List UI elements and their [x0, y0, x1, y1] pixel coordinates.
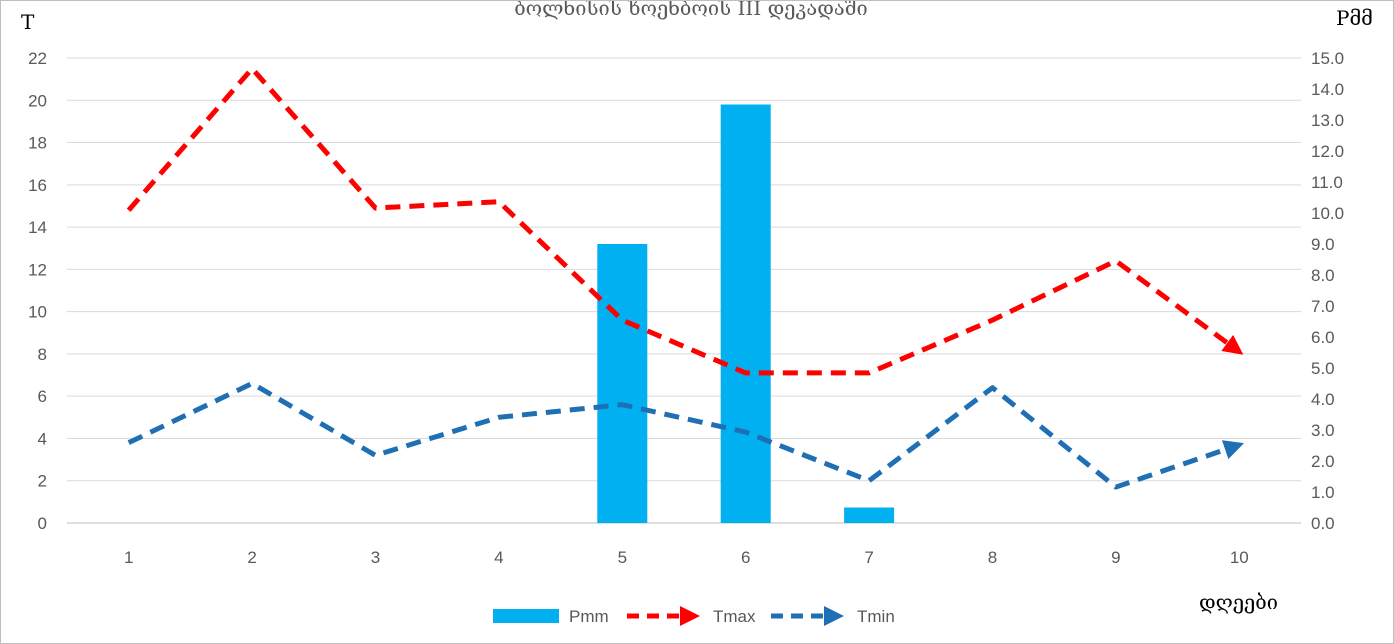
x-tick-label: 8 — [988, 548, 997, 567]
y-right-tick-label: 9.0 — [1311, 235, 1335, 254]
y-right-tick-label: 2.0 — [1311, 452, 1335, 471]
x-tick-label: 1 — [124, 548, 133, 567]
y-left-tick-label: 20 — [28, 91, 47, 110]
x-tick-label: 5 — [618, 548, 627, 567]
chart-title: ბოლნისის ხოენბოის III დეკადაში — [514, 1, 868, 20]
x-axis-ticks: 1 2 3 4 5 6 7 8 9 10 — [124, 548, 1249, 567]
y-right-tick-label: 4.0 — [1311, 390, 1335, 409]
y-left-tick-label: 10 — [28, 303, 47, 322]
legend-label-tmin: Tmin — [857, 607, 895, 626]
y-axis-right-ticks: 0.0 1.0 2.0 3.0 4.0 5.0 6.0 7.0 8.0 9.0 10.0 11.0 12… — [1311, 49, 1344, 533]
y-left-tick-label: 22 — [28, 49, 47, 68]
y-left-tick-label: 12 — [28, 260, 47, 279]
line-tmin — [127, 381, 1245, 490]
y-axis-left-ticks: 0 2 4 6 8 10 12 14 16 18 20 22 — [28, 49, 47, 533]
y-left-tick-label: 18 — [28, 134, 47, 153]
y-right-tick-label: 6.0 — [1311, 328, 1335, 347]
y-left-tick-label: 6 — [38, 387, 47, 406]
y-right-tick-label: 11.0 — [1311, 173, 1343, 192]
y-left-tick-label: 16 — [28, 176, 47, 195]
legend: Pmm Tmax Tmin — [493, 606, 895, 626]
y-axis-right-title: Pმმ — [1336, 6, 1373, 30]
gridlines — [67, 57, 1301, 524]
y-left-tick-label: 2 — [38, 472, 47, 491]
y-right-tick-label: 5.0 — [1311, 359, 1335, 378]
x-tick-label: 10 — [1230, 548, 1249, 567]
y-right-tick-label: 0.0 — [1311, 514, 1335, 533]
line-tmax — [126, 66, 1244, 376]
legend-label-pmm: Pmm — [569, 607, 609, 626]
y-right-tick-label: 15.0 — [1311, 49, 1344, 68]
x-tick-label: 2 — [247, 548, 256, 567]
x-tick-label: 9 — [1111, 548, 1120, 567]
line-series — [126, 66, 1245, 490]
bar-series-pmm — [597, 104, 895, 523]
legend-label-tmax: Tmax — [713, 607, 756, 626]
y-right-tick-label: 7.0 — [1311, 297, 1335, 316]
x-tick-label: 4 — [494, 548, 503, 567]
y-right-tick-label: 12.0 — [1311, 142, 1344, 161]
bar-pmm — [720, 104, 771, 523]
x-tick-label: 3 — [371, 548, 380, 567]
y-left-tick-label: 4 — [38, 429, 47, 448]
y-right-tick-label: 8.0 — [1311, 266, 1335, 285]
y-right-tick-label: 14.0 — [1311, 80, 1344, 99]
bar-pmm — [844, 507, 895, 523]
y-left-tick-label: 0 — [38, 514, 47, 533]
bar-pmm — [597, 244, 648, 523]
y-right-tick-label: 1.0 — [1311, 483, 1335, 502]
y-right-tick-label: 10.0 — [1311, 204, 1344, 223]
x-tick-label: 6 — [741, 548, 750, 567]
x-axis-title: დღეები — [1199, 590, 1278, 614]
y-right-tick-label: 3.0 — [1311, 421, 1335, 440]
y-left-tick-label: 8 — [38, 345, 47, 364]
legend-swatch-pmm — [493, 609, 559, 623]
y-left-tick-label: 14 — [28, 218, 47, 237]
x-tick-label: 7 — [864, 548, 873, 567]
y-right-tick-label: 13.0 — [1311, 111, 1344, 130]
y-axis-left-title: T — [21, 10, 35, 34]
